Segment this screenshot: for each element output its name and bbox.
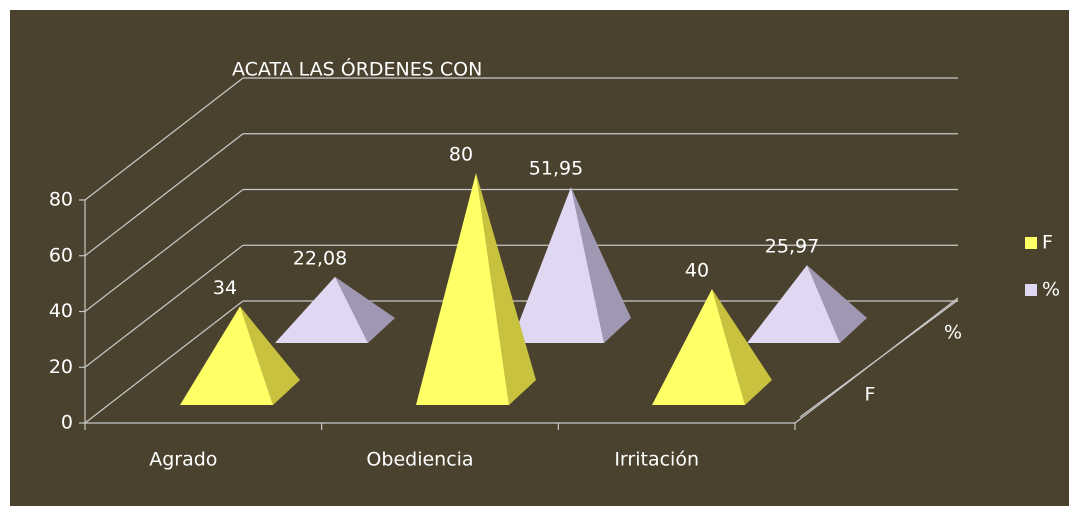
pyramid-front-face bbox=[747, 265, 840, 343]
y-tick-label: 40 bbox=[49, 300, 73, 322]
pyramid-front-face bbox=[275, 276, 368, 343]
pyramid-right-face bbox=[571, 187, 631, 343]
grid-line bbox=[84, 300, 244, 424]
legend-label: F bbox=[1042, 232, 1053, 254]
depth-label: F bbox=[865, 384, 876, 406]
data-label: 34 bbox=[213, 277, 237, 299]
pyramid-right-face bbox=[476, 173, 536, 405]
pyramid-front-face bbox=[652, 289, 745, 405]
pyramid-right-face bbox=[807, 265, 867, 343]
pyramid-right-face bbox=[335, 276, 395, 343]
legend-label: % bbox=[1042, 279, 1060, 301]
pyramid-right-face bbox=[712, 289, 772, 405]
x-tick-label: Agrado bbox=[149, 449, 217, 471]
data-label: 80 bbox=[449, 144, 473, 166]
grid-line bbox=[84, 77, 244, 201]
y-tick-label: 60 bbox=[49, 244, 73, 266]
y-tick-label: 20 bbox=[49, 356, 73, 378]
depth-label: % bbox=[944, 322, 962, 344]
y-tick-label: 0 bbox=[61, 412, 73, 434]
pyramid-front-face bbox=[416, 173, 509, 405]
grid-line bbox=[84, 244, 244, 368]
x-tick-label: Obediencia bbox=[366, 449, 473, 471]
x-tick-label: Irritación bbox=[614, 449, 699, 471]
pyramid-front-face bbox=[180, 306, 273, 405]
pyramid-front-face bbox=[511, 187, 604, 343]
data-label: 22,08 bbox=[293, 247, 347, 269]
pyramid-right-face bbox=[240, 306, 300, 405]
data-label: 51,95 bbox=[529, 158, 583, 180]
y-tick-label: 80 bbox=[49, 189, 73, 211]
grid-line bbox=[84, 189, 244, 312]
chart-background bbox=[10, 10, 1069, 506]
data-label: 40 bbox=[685, 260, 709, 282]
chart-title: ACATA LAS ÓRDENES CON bbox=[232, 57, 482, 81]
data-label: 25,97 bbox=[765, 236, 819, 258]
legend-swatch bbox=[1025, 284, 1037, 296]
legend-swatch bbox=[1025, 237, 1037, 249]
depth-axis bbox=[799, 299, 959, 418]
grid-line bbox=[84, 133, 244, 257]
